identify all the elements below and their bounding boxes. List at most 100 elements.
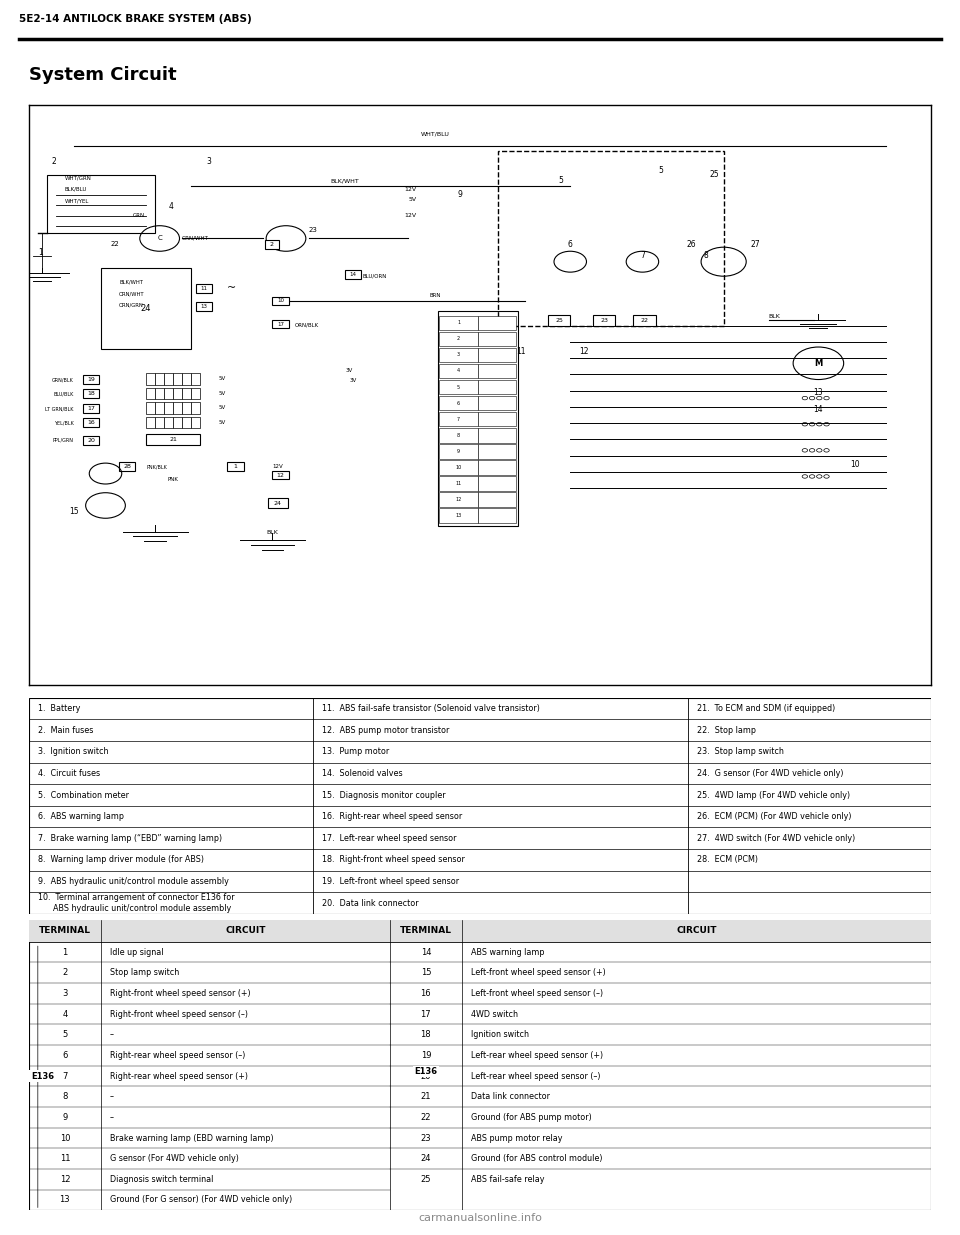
Bar [196,284,212,293]
Bar [440,348,478,362]
Text: Ignition switch: Ignition switch [471,1030,529,1040]
Bar [83,375,99,384]
Bar [440,380,478,394]
Bar [83,404,99,412]
Text: 3V: 3V [346,368,352,373]
Text: 9: 9 [457,448,460,454]
Bar [440,509,478,522]
Text: 15.  Diagnosis monitor coupler: 15. Diagnosis monitor coupler [323,790,445,799]
Text: 17: 17 [277,321,284,326]
Bar [101,268,191,348]
Text: 5V: 5V [218,377,226,382]
Bar [440,429,478,442]
Text: BLU/ORN: BLU/ORN [363,273,387,278]
Text: 5.  Combination meter: 5. Combination meter [37,790,129,799]
Text: 5V: 5V [218,420,226,425]
Text: 10: 10 [850,461,859,469]
Bar [273,320,289,329]
Text: 5V: 5V [218,391,226,396]
Text: 7: 7 [640,252,645,261]
Bar [592,315,615,326]
Text: BLK/WHT: BLK/WHT [330,178,359,183]
Bar [478,412,516,426]
Bar [156,416,164,429]
Bar [478,477,516,490]
Text: 11: 11 [201,287,207,291]
Text: WHT/BLU: WHT/BLU [420,132,449,137]
Text: 17: 17 [420,1010,431,1019]
Bar [156,403,164,414]
Text: YEL/BLK: YEL/BLK [54,421,74,426]
Text: 3.  Ignition switch: 3. Ignition switch [37,747,108,756]
Text: 20.  Data link connector: 20. Data link connector [323,899,419,908]
Text: 19: 19 [420,1051,431,1060]
Text: 22: 22 [110,241,119,247]
Bar [478,348,516,362]
Text: TERMINAL: TERMINAL [400,926,452,935]
Bar [478,332,516,346]
Text: 13: 13 [201,304,207,309]
Text: GRN/WHT: GRN/WHT [182,236,209,241]
Bar [440,316,478,330]
Text: 17: 17 [87,406,95,411]
Text: 14: 14 [420,947,431,957]
Text: 12V: 12V [273,464,283,469]
Text: 1: 1 [62,947,67,957]
Text: 5: 5 [457,384,460,389]
Text: 24: 24 [274,500,282,505]
Bar [478,461,516,474]
Bar [345,270,361,279]
Bar [478,396,516,410]
Text: 13.  Pump motor: 13. Pump motor [323,747,390,756]
Text: Ground (for ABS pump motor): Ground (for ABS pump motor) [471,1113,591,1121]
Text: Left-front wheel speed sensor (–): Left-front wheel speed sensor (–) [471,989,603,998]
Text: 27.  4WD switch (For 4WD vehicle only): 27. 4WD switch (For 4WD vehicle only) [697,834,854,842]
Text: 5: 5 [62,1030,67,1040]
Text: 4: 4 [457,368,460,373]
Text: 18: 18 [420,1030,431,1040]
Bar [440,493,478,506]
Text: 3V: 3V [350,378,357,383]
Text: 22: 22 [420,1113,431,1121]
Bar [478,364,516,378]
Bar [478,316,516,330]
Bar [173,416,182,429]
Text: Diagnosis switch terminal: Diagnosis switch terminal [110,1174,213,1184]
Bar [440,461,478,474]
Text: Idle up signal: Idle up signal [110,947,163,957]
Text: carmanualsonline.info: carmanualsonline.info [418,1213,542,1223]
Bar [182,403,191,414]
Bar [164,373,173,385]
Text: Left-front wheel speed sensor (+): Left-front wheel speed sensor (+) [471,968,606,977]
Text: –: – [110,1030,114,1040]
Text: BRN: BRN [429,293,441,298]
Text: E136: E136 [415,1067,438,1076]
Text: –: – [110,1092,114,1102]
Text: 22.  Stop lamp: 22. Stop lamp [697,726,756,735]
Text: 7: 7 [457,416,460,421]
Bar [164,403,173,414]
Text: 9.  ABS hydraulic unit/control module assembly: 9. ABS hydraulic unit/control module ass… [37,877,228,885]
Text: 23.  Stop lamp switch: 23. Stop lamp switch [697,747,783,756]
Text: Left-rear wheel speed sensor (+): Left-rear wheel speed sensor (+) [471,1051,603,1060]
Bar [273,471,289,479]
Text: 4WD switch: 4WD switch [471,1010,518,1019]
Bar [83,419,99,427]
Text: CIRCUIT: CIRCUIT [677,926,717,935]
Text: 5: 5 [559,175,564,185]
Bar [440,396,478,410]
Text: Ground (For G sensor) (For 4WD vehicle only): Ground (For G sensor) (For 4WD vehicle o… [110,1195,292,1204]
Text: 28: 28 [123,464,132,469]
Text: 12: 12 [455,498,462,503]
Text: 9: 9 [62,1113,67,1121]
Text: 25: 25 [555,317,563,322]
Text: 1: 1 [37,248,42,257]
Text: 15: 15 [69,506,79,516]
Text: 5: 5 [658,165,663,174]
Text: 28.  ECM (PCM): 28. ECM (PCM) [697,856,757,864]
Text: 25.  4WD lamp (For 4WD vehicle only): 25. 4WD lamp (For 4WD vehicle only) [697,790,850,799]
Text: PNK/BLK: PNK/BLK [146,464,167,469]
Bar [440,477,478,490]
Text: 8: 8 [457,432,460,437]
Text: ~: ~ [228,283,236,294]
